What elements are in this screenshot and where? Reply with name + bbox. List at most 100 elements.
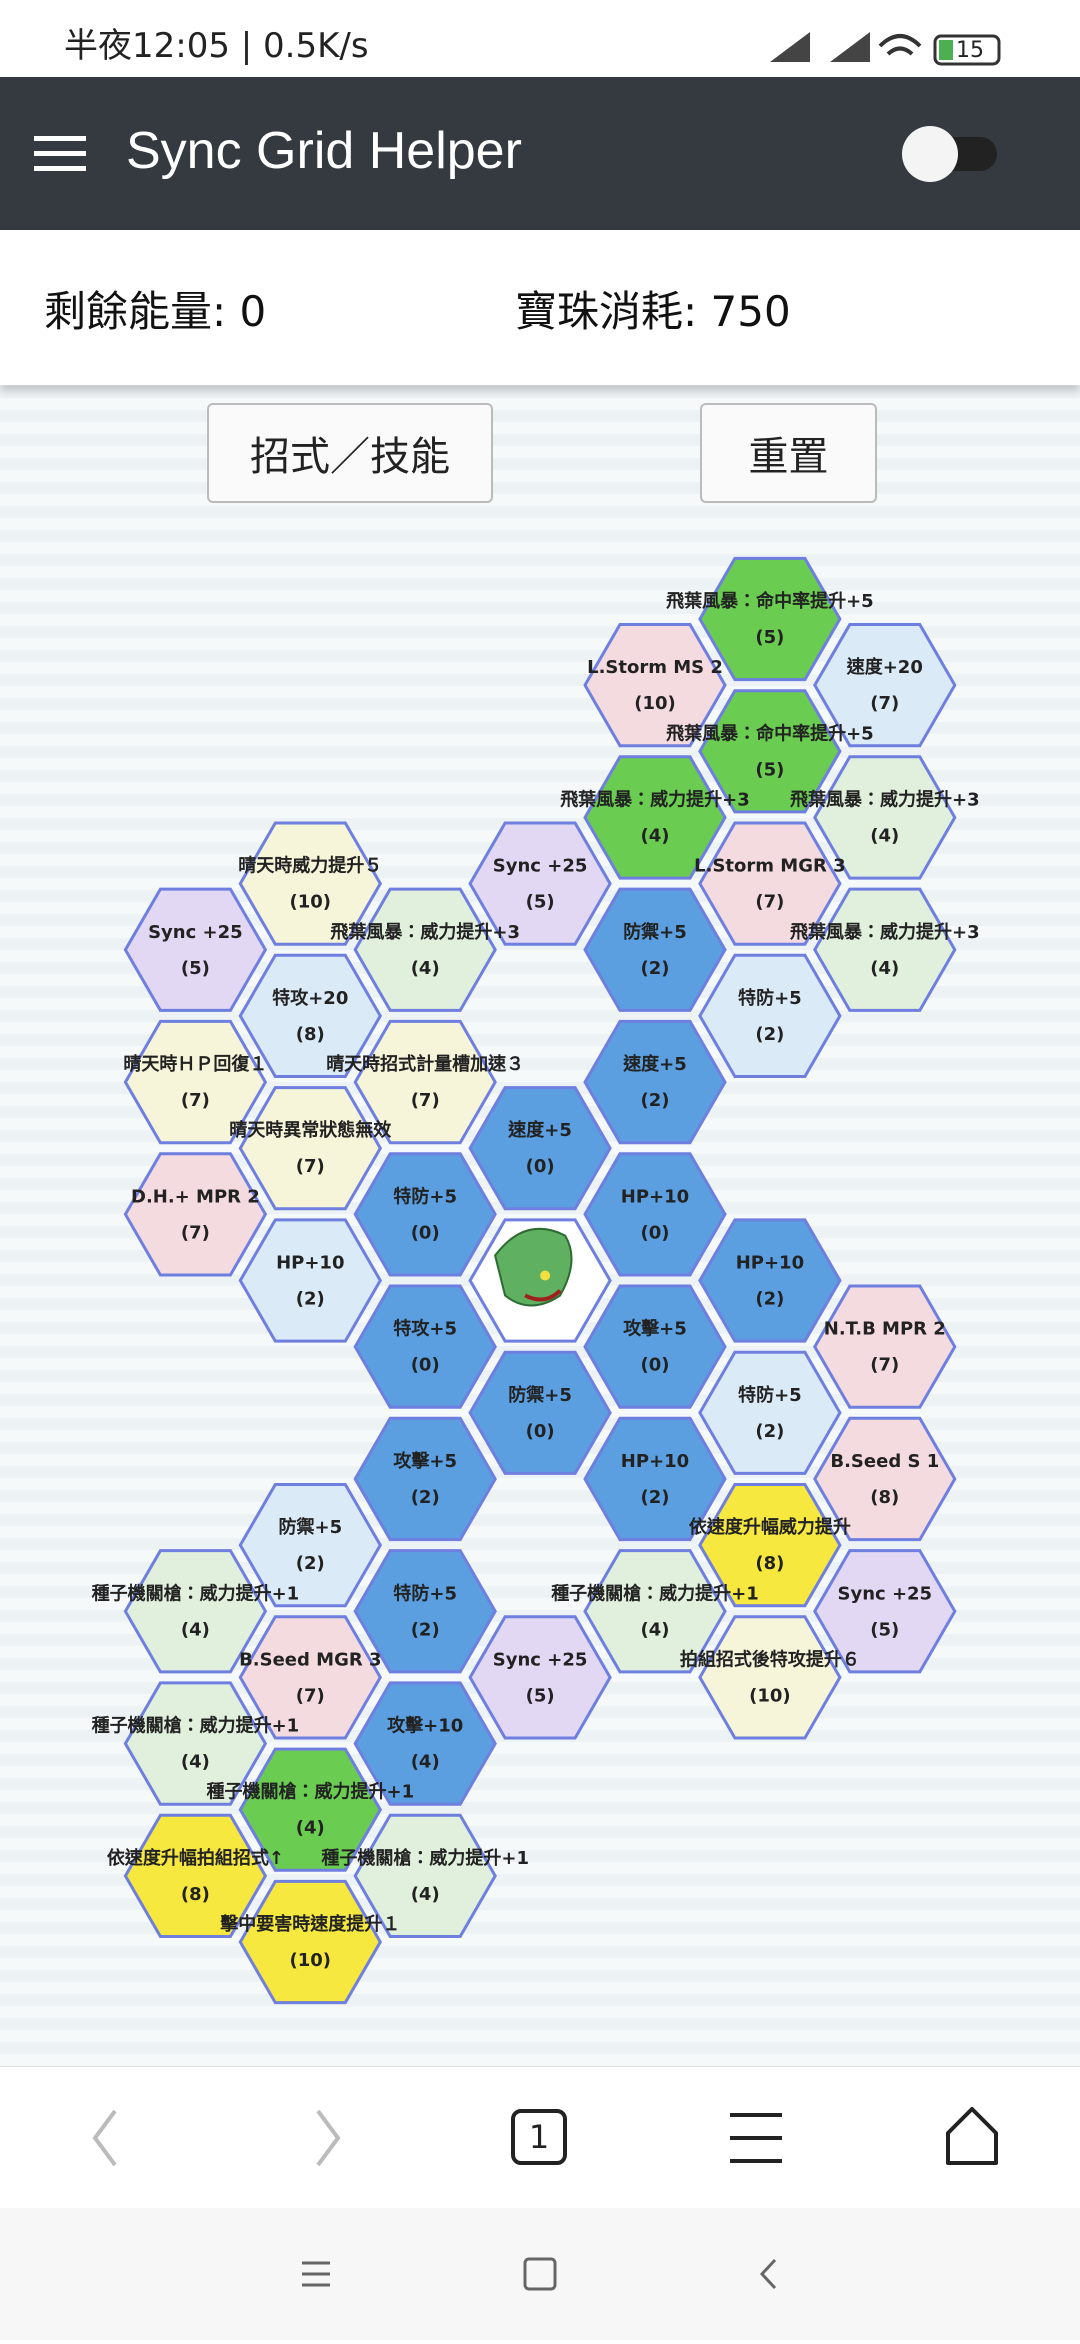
skill-hex[interactable]	[238, 1086, 383, 1211]
skill-hex[interactable]	[698, 1483, 842, 1608]
skill-hex[interactable]	[353, 1284, 497, 1409]
battery-level	[939, 40, 953, 60]
skill-hex[interactable]	[468, 1086, 612, 1211]
home-button[interactable]	[946, 2107, 998, 2165]
reset-button[interactable]: 重置	[700, 403, 877, 503]
skill-cost: (0)	[411, 1222, 440, 1243]
skill-label: 飛葉風暴：命中率提升+5	[666, 722, 874, 744]
skill-hex[interactable]	[353, 1813, 497, 1938]
skill-hex[interactable]	[698, 1615, 842, 1740]
skill-cost: (2)	[641, 1487, 670, 1508]
skill-hex[interactable]	[353, 1549, 497, 1674]
back-button[interactable]	[92, 2109, 117, 2167]
menu-button[interactable]	[730, 2113, 782, 2163]
skill-label: 晴天時異常狀態無效	[229, 1119, 392, 1141]
skill-hex[interactable]	[238, 1747, 383, 1872]
wifi-icon	[878, 34, 922, 56]
skill-hex[interactable]	[123, 1549, 268, 1674]
skill-hex[interactable]	[353, 887, 497, 1012]
skill-cost: (2)	[411, 1619, 440, 1640]
skill-hex[interactable]	[698, 556, 842, 682]
skill-hex[interactable]	[813, 623, 957, 748]
skill-hex[interactable]	[123, 887, 268, 1012]
menu-button[interactable]	[34, 134, 94, 174]
skill-hex[interactable]	[123, 1813, 268, 1938]
skill-hex[interactable]	[813, 755, 957, 880]
skill-cost: (0)	[526, 1421, 555, 1442]
skill-label: N.T.B MPR 2	[824, 1319, 946, 1340]
skill-cost: (4)	[411, 1884, 440, 1905]
skill-hex[interactable]	[123, 1019, 268, 1145]
pokemon-icon	[494, 1227, 573, 1307]
tab-count: 1	[529, 2118, 549, 2156]
skill-hex[interactable]	[583, 1019, 727, 1145]
orb-cost-text: 寶珠消耗: 750	[515, 287, 791, 336]
status-bar: 半夜12:05 | 0.5K/s 15	[0, 0, 1080, 77]
skill-hex[interactable]	[353, 1416, 497, 1542]
skill-label: 種子機關槍：威力提升+1	[92, 1715, 300, 1737]
skill-hex[interactable]	[813, 1416, 957, 1542]
skill-cost: (7)	[181, 1090, 210, 1111]
skill-cost: (10)	[749, 1685, 791, 1706]
skill-hex[interactable]	[813, 887, 957, 1012]
skill-hex[interactable]	[238, 953, 383, 1078]
skill-cost: (8)	[870, 1487, 899, 1508]
skill-hex[interactable]	[353, 1152, 497, 1277]
skill-hex[interactable]	[583, 623, 727, 748]
skill-label: 速度+20	[846, 656, 923, 678]
battery-text: 15	[956, 38, 984, 63]
skill-hex[interactable]	[353, 1681, 497, 1806]
back-key[interactable]	[759, 2258, 777, 2290]
skill-hex[interactable]	[698, 1218, 842, 1343]
skill-label: Sync +25	[493, 1649, 588, 1670]
skill-cost: (0)	[641, 1222, 670, 1243]
app-title: Sync Grid Helper	[126, 122, 522, 180]
skill-hex[interactable]	[698, 953, 842, 1078]
skill-label: L.Storm MGR 3	[694, 856, 845, 877]
skill-hex[interactable]	[583, 755, 727, 880]
skill-hex[interactable]	[583, 887, 727, 1012]
tabs-button[interactable]	[511, 2109, 567, 2165]
skill-cost: (8)	[755, 1553, 784, 1574]
skill-button[interactable]: 招式／技能	[207, 403, 493, 503]
toggle-switch[interactable]	[895, 117, 1005, 187]
skill-label: 特防+5	[738, 987, 802, 1009]
skill-label: Sync +25	[838, 1583, 933, 1604]
skill-hex[interactable]	[353, 1019, 497, 1145]
skill-hex[interactable]	[698, 689, 842, 814]
skill-hex[interactable]	[468, 1350, 612, 1475]
skill-label: HP+10	[621, 1451, 689, 1472]
skill-cost: (2)	[296, 1553, 325, 1574]
skill-cost: (7)	[296, 1156, 325, 1177]
skill-hex[interactable]	[583, 1284, 727, 1409]
skill-label: L.Storm MS 2	[587, 657, 723, 678]
forward-button[interactable]	[316, 2109, 341, 2167]
home-key[interactable]	[523, 2257, 557, 2291]
skill-cost: (10)	[290, 892, 332, 913]
skill-cost: (4)	[411, 1752, 440, 1773]
skill-cost: (4)	[181, 1752, 210, 1773]
skill-hex[interactable]	[123, 1681, 268, 1806]
skill-hex[interactable]	[238, 1615, 383, 1740]
skill-hex[interactable]	[583, 1549, 727, 1674]
skill-hex[interactable]	[238, 821, 383, 946]
skill-hex[interactable]	[238, 1483, 383, 1608]
status-time: 半夜12:05 | 0.5K/s	[64, 26, 369, 66]
skill-cost: (7)	[411, 1090, 440, 1111]
skill-hex[interactable]	[468, 821, 612, 946]
skill-hex[interactable]	[468, 1615, 612, 1740]
info-row: 剩餘能量: 0 寶珠消耗: 750	[0, 230, 1080, 385]
skill-hex[interactable]	[698, 1350, 842, 1475]
skill-hex[interactable]	[583, 1152, 727, 1277]
recents-button[interactable]	[302, 2261, 330, 2287]
skill-hex[interactable]	[238, 1218, 383, 1343]
skill-cost: (4)	[411, 958, 440, 979]
skill-hex[interactable]	[698, 821, 842, 946]
skill-hex[interactable]	[238, 1879, 383, 2005]
skill-hex[interactable]	[123, 1152, 268, 1277]
skill-hex[interactable]	[813, 1549, 957, 1674]
skill-label: 攻擊+5	[623, 1318, 687, 1340]
skill-label: 速度+5	[507, 1119, 572, 1141]
skill-hex[interactable]	[813, 1284, 957, 1409]
skill-hex[interactable]	[583, 1416, 727, 1542]
